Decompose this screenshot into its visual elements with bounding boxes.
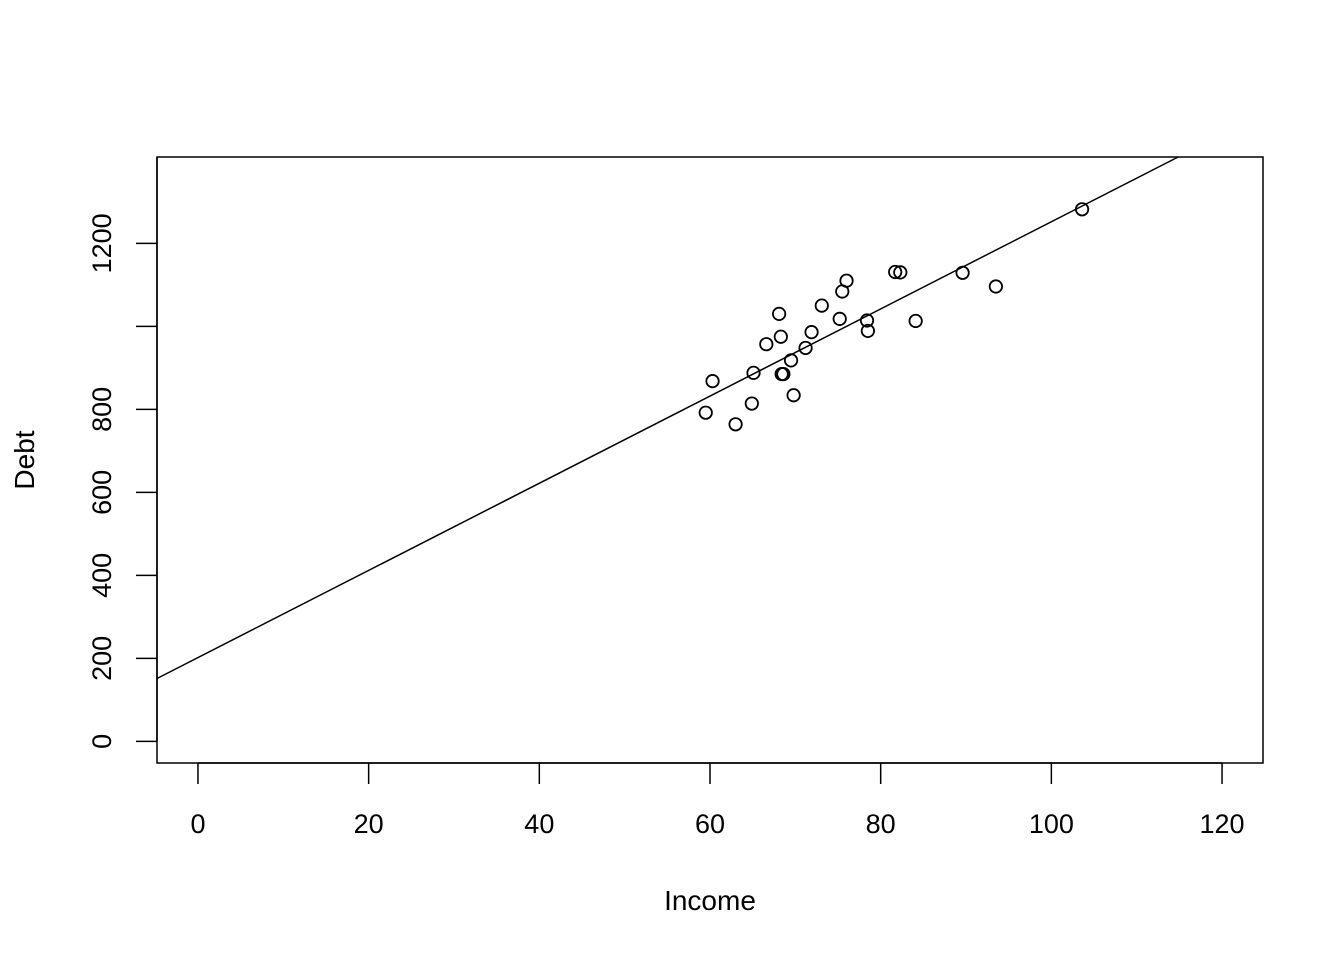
regression-line: [156, 156, 1179, 680]
data-point: [698, 405, 713, 420]
data-point: [804, 325, 819, 340]
data-point: [772, 306, 787, 321]
data-point: [893, 265, 908, 280]
data-point: [888, 264, 903, 280]
data-point: [1074, 202, 1090, 217]
data-point: [773, 329, 788, 344]
data-point: [798, 340, 813, 356]
x-tick-label: 60: [695, 809, 725, 839]
data-point: [814, 298, 829, 313]
data-point: [860, 323, 875, 339]
y-tick-label: 1200: [87, 213, 117, 273]
data-point: [705, 374, 720, 389]
data-point: [832, 311, 847, 326]
data-point: [839, 273, 854, 288]
data-point: [759, 337, 774, 352]
data-point: [908, 313, 923, 329]
y-tick-label: 600: [87, 470, 117, 515]
plot-frame: [156, 156, 1264, 764]
data-point: [955, 265, 970, 280]
x-tick-label: 0: [190, 809, 205, 839]
x-tick-label: 20: [354, 809, 384, 839]
data-point: [776, 366, 791, 382]
y-axis: 0 200 400 600 800 1200: [87, 157, 158, 749]
y-axis-title: Debt: [9, 430, 40, 489]
data-point: [859, 313, 875, 328]
y-tick-label: 0: [87, 734, 117, 749]
y-tick-label: 400: [87, 553, 117, 598]
x-tick-label: 40: [524, 809, 554, 839]
data-point: [728, 417, 743, 432]
x-axis: 0 20 40 60 80 100 120: [190, 762, 1245, 839]
data-point: [786, 388, 801, 403]
y-tick-label: 200: [87, 636, 117, 681]
x-tick-label: 80: [866, 809, 896, 839]
y-tick-label: 800: [87, 387, 117, 432]
x-tick-label: 120: [1200, 809, 1245, 839]
data-point: [988, 279, 1003, 294]
data-point: [746, 365, 761, 380]
data-points: [698, 202, 1090, 432]
x-axis-title: Income: [664, 885, 756, 916]
data-point: [783, 353, 799, 368]
data-point: [744, 396, 759, 411]
regression-line-layer: [156, 156, 1179, 680]
x-tick-label: 100: [1029, 809, 1074, 839]
